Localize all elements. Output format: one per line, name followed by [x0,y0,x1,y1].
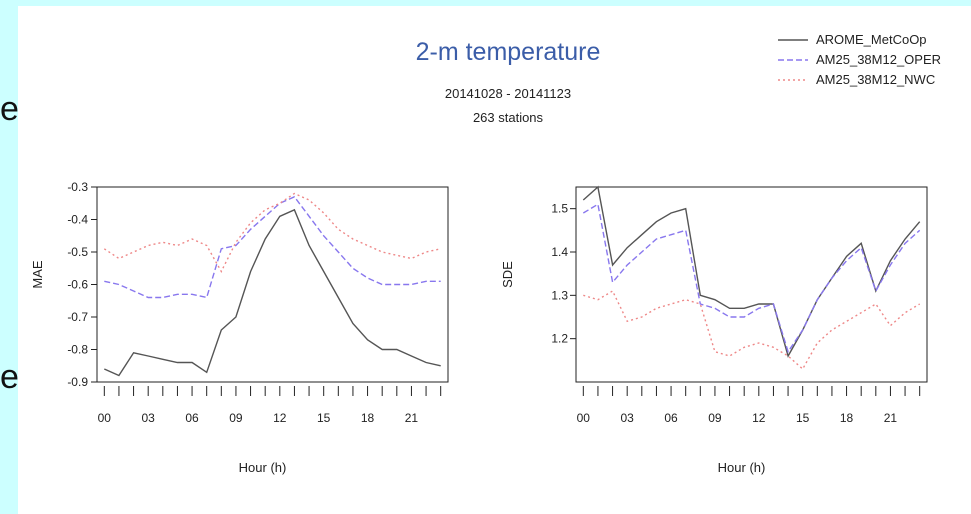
y-tick-label: -0.7 [67,310,88,324]
legend-label-0: AROME_MetCoOp [816,32,927,47]
figure-panel: 2-m temperature 20141028 - 20141123 263 … [18,6,971,514]
legend-label-1: AM25_38M12_OPER [816,52,941,67]
y-axis-label: SDE [500,261,515,288]
x-tick-label: 12 [273,411,287,425]
x-tick-label: 18 [840,411,854,425]
x-tick-label: 06 [664,411,678,425]
edge-text-top: e [0,90,19,128]
y-tick-label: -0.9 [67,375,88,389]
series-line-0 [104,208,441,377]
y-tick-label: -0.5 [67,245,88,259]
x-tick-label: 21 [884,411,898,425]
x-tick-label: 18 [361,411,375,425]
series-line-1 [104,195,441,299]
y-tick-label: -0.4 [67,213,88,227]
chart-stations: 263 stations [472,110,544,125]
chart-period: 20141028 - 20141123 [444,86,572,101]
x-tick-label: 21 [405,411,419,425]
x-tick-label: 06 [185,411,199,425]
x-axis-label: Hour (h) [239,460,287,475]
legend: AROME_MetCoOp AM25_38M12_OPER AM25_38M12_N… [778,32,941,87]
sde-chart: 1.5 1.4 1.3 1.2 00 03 06 09 12 15 18 21 Hour (h) SDE [500,185,928,475]
series-line-0 [582,185,921,358]
x-tick-label: 09 [229,411,243,425]
y-tick-label: -0.6 [67,278,88,292]
y-tick-label: 1.3 [551,288,568,302]
y-tick-label: 1.2 [551,332,568,346]
x-tick-label: 15 [317,411,331,425]
x-tick-label: 00 [577,411,591,425]
x-tick-label: 00 [98,411,112,425]
x-axis-label: Hour (h) [718,460,766,475]
series-line-1 [582,203,921,354]
mae-chart: -0.3 -0.4 -0.5 -0.6 -0.7 -0.8 -0.9 00 03 06 09 12 15… [30,180,449,475]
x-tick-label: 09 [708,411,722,425]
chart-title: 2-m temperature [415,38,601,66]
series-line-2 [583,290,921,371]
edge-text-bottom: e [0,358,19,396]
y-tick-label: -0.8 [67,343,88,357]
x-tick-label: 03 [621,411,635,425]
y-axis-label: MAE [30,260,45,289]
x-tick-label: 12 [752,411,766,425]
y-tick-label: 1.4 [551,245,568,259]
y-tick-label: -0.3 [67,180,88,194]
series-line-2 [103,192,441,273]
y-tick-label: 1.5 [551,202,568,216]
x-tick-label: 03 [142,411,156,425]
x-tick-label: 15 [796,411,810,425]
legend-label-2: AM25_38M12_NWC [816,72,935,87]
plot-area-frame [575,186,928,383]
